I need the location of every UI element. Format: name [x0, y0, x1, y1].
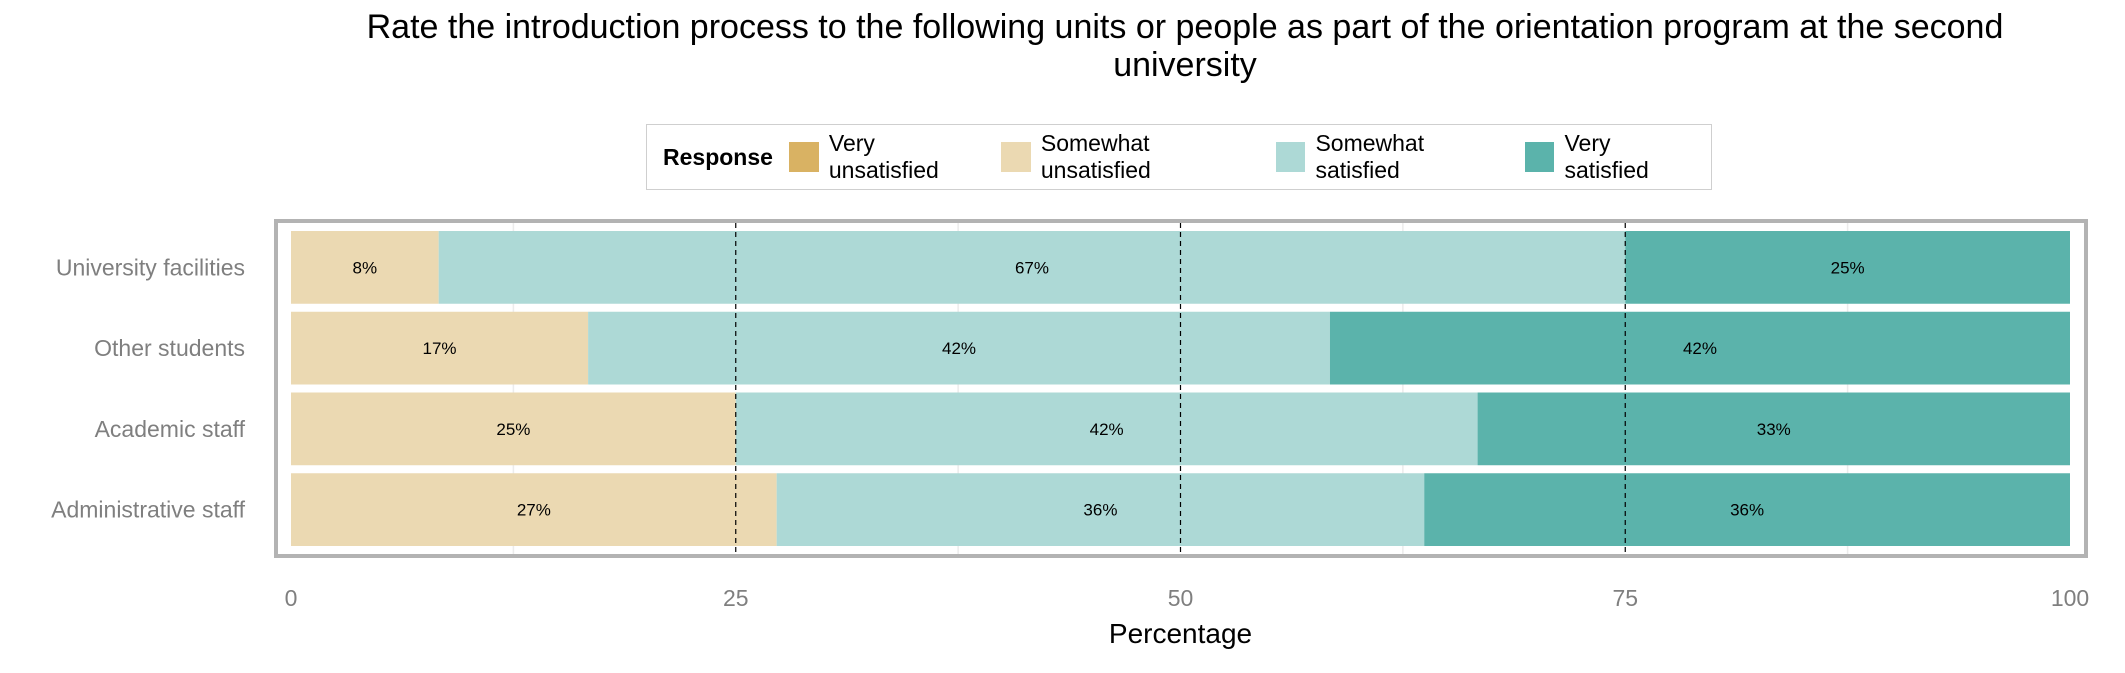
legend: Response Very unsatisfied Somewhat unsat…: [646, 124, 1712, 190]
chart-title: Rate the introduction process to the fol…: [366, 8, 2004, 84]
x-axis-title: Percentage: [1109, 618, 1252, 649]
x-tick-label: 25: [723, 585, 749, 611]
y-tick-label: University facilities: [56, 254, 245, 280]
bar-segment: [438, 231, 1626, 304]
data-label: 67%: [1015, 258, 1049, 277]
legend-swatch: [1524, 142, 1555, 172]
data-label: 33%: [1757, 420, 1791, 439]
bar-segment: [291, 473, 777, 546]
legend-swatch: [788, 142, 819, 172]
legend-item-somewhat-unsatisfied: Somewhat unsatisfied: [1000, 130, 1266, 184]
bar-segment: [1424, 473, 2070, 546]
x-tick-label: 0: [285, 585, 298, 611]
legend-item-very-satisfied: Very satisfied: [1524, 130, 1701, 184]
legend-label: Very satisfied: [1564, 130, 1649, 183]
legend-label: Somewhat unsatisfied: [1040, 130, 1151, 183]
data-label: 42%: [1090, 420, 1124, 439]
data-label: 17%: [423, 339, 457, 358]
data-label: 8%: [353, 258, 378, 277]
bar-segment: [1329, 311, 2070, 385]
bar-segment: [1625, 231, 2070, 304]
data-label: 36%: [1730, 501, 1764, 520]
legend-item-very-unsatisfied: Very unsatisfied: [788, 130, 991, 184]
legend-swatch: [1000, 142, 1031, 172]
legend-label: Somewhat satisfied: [1315, 130, 1425, 183]
legend-swatch: [1275, 142, 1306, 172]
y-tick-label: Academic staff: [95, 416, 246, 442]
bar-segment: [291, 231, 439, 304]
plot-border: [274, 219, 2088, 558]
data-label: 25%: [1831, 258, 1865, 277]
x-tick-label: 100: [2051, 585, 2089, 611]
bar-segment: [735, 392, 1478, 466]
y-tick-label: Administrative staff: [51, 497, 245, 523]
legend-label: Very unsatisfied: [828, 130, 939, 183]
bar-segment: [588, 311, 1330, 385]
x-tick-label: 75: [1612, 585, 1638, 611]
y-tick-label: Other students: [94, 335, 245, 361]
bar-segment: [776, 473, 1425, 546]
legend-item-somewhat-satisfied: Somewhat satisfied: [1275, 130, 1515, 184]
bar-segment: [291, 311, 589, 385]
bar-segment: [291, 392, 736, 466]
x-tick-label: 50: [1168, 585, 1194, 611]
bar-segment: [1477, 392, 2070, 466]
data-label: 36%: [1083, 501, 1117, 520]
data-label: 27%: [517, 501, 551, 520]
data-label: 42%: [1683, 339, 1717, 358]
data-label: 42%: [942, 339, 976, 358]
data-label: 25%: [496, 420, 530, 439]
legend-title: Response: [663, 143, 773, 170]
